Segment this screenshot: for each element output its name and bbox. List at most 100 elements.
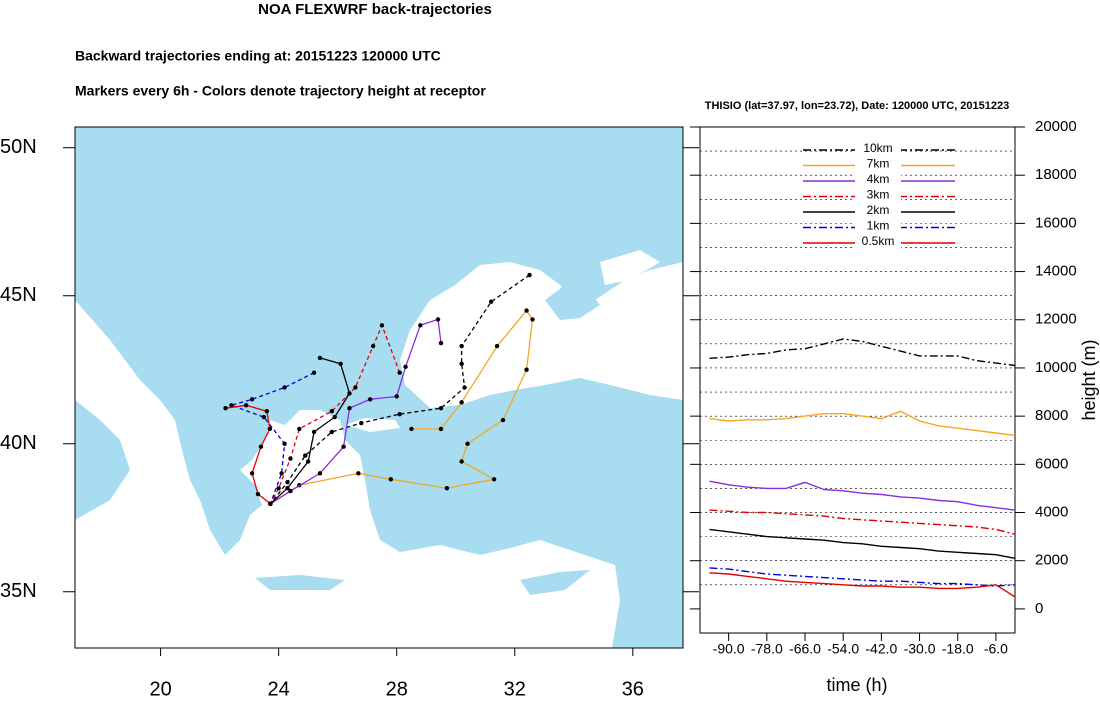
trajectory: [270, 309, 534, 505]
trajectory-marker: [341, 444, 346, 449]
height-line: [709, 480, 1015, 511]
y-axis-title: height (m): [1079, 339, 1099, 420]
trajectory-marker: [488, 299, 494, 304]
x-tick-label: -90.0: [713, 641, 745, 657]
trajectory: [229, 372, 315, 505]
trajectory-marker: [444, 485, 450, 491]
trajectory: [225, 404, 271, 505]
y-tick-label: 14000: [1035, 263, 1077, 280]
trajectory-marker: [397, 370, 402, 375]
trajectory-marker: [459, 459, 464, 464]
y-tick-label: 20000: [1035, 118, 1077, 135]
legend-label-bg: [855, 143, 901, 156]
legend-label-bg: [855, 236, 901, 249]
subtitle: Markers every 6h - Colors denote traject…: [75, 83, 486, 99]
trajectory-marker: [370, 343, 376, 349]
trajectory-marker: [491, 477, 497, 482]
trajectory-marker: [438, 426, 444, 432]
legend-label-bg: [855, 205, 901, 218]
map-background: [75, 127, 683, 648]
trajectory: [269, 274, 530, 505]
height-line: [709, 410, 1015, 437]
trajectory-marker: [530, 317, 535, 322]
trajectory-marker: [409, 426, 414, 432]
trajectory-marker: [500, 417, 506, 423]
legend-label: 3km: [867, 188, 890, 202]
x-tick-label: -66.0: [789, 641, 821, 657]
legend-label-bg: [855, 174, 901, 187]
trajectory-marker: [303, 453, 308, 458]
trajectory-marker: [288, 456, 293, 461]
subtitle: Backward trajectories ending at: 2015122…: [75, 48, 441, 64]
trajectory-marker: [524, 308, 529, 313]
title: NOA FLEXWRF back-trajectories: [258, 1, 492, 18]
x-tick-label: 20: [149, 678, 171, 700]
height-line: [709, 572, 1015, 598]
trajectory-marker: [359, 420, 364, 426]
trajectory-marker: [282, 441, 287, 446]
legend-label: 2km: [867, 203, 890, 217]
trajectory-marker: [223, 406, 228, 411]
y-tick-label: 18000: [1035, 166, 1077, 183]
legend-label: 4km: [867, 172, 890, 186]
trajectory: [269, 357, 351, 505]
x-tick-label: -30.0: [904, 641, 936, 657]
legend-label-bg: [855, 220, 901, 234]
y-tick-label: 16000: [1035, 214, 1077, 231]
legend-label: 0.5km: [862, 234, 895, 248]
trajectory: [269, 323, 401, 505]
x-tick-label: 32: [504, 678, 526, 700]
x-tick-label: 24: [268, 678, 290, 700]
x-tick-label: -6.0: [984, 641, 1008, 657]
trajectory-marker: [255, 491, 261, 497]
trajectory-marker: [438, 406, 444, 411]
height-line: [709, 567, 1015, 587]
trajectory-marker: [258, 444, 264, 449]
lines: [709, 338, 1015, 598]
trajectory-marker: [285, 485, 290, 491]
trajectory-marker: [282, 385, 287, 390]
trajectory-marker: [356, 471, 361, 476]
x-tick-label: -18.0: [942, 641, 974, 657]
x-axis-title: time (h): [826, 675, 887, 695]
trajectory-marker: [465, 441, 470, 446]
trajectory-marker: [285, 480, 290, 485]
trajectory-marker: [388, 477, 394, 482]
legend-label: 1km: [867, 219, 890, 233]
y-tick-label: 0: [1035, 600, 1043, 617]
y-tick-label: 4000: [1035, 503, 1068, 520]
y-tick-label: 35N: [0, 580, 37, 602]
trajectory-marker: [267, 426, 272, 432]
trajectory-marker: [459, 361, 464, 367]
trajectory-marker: [462, 385, 467, 390]
trajectory-marker: [264, 408, 270, 414]
legend-label: 7km: [867, 157, 890, 171]
y-tick-label: 8000: [1035, 407, 1068, 424]
y-tick-label: 6000: [1035, 455, 1068, 472]
trajectory-marker: [268, 501, 273, 507]
trajectory-marker: [249, 397, 255, 402]
height-line: [709, 338, 1015, 367]
trajectory-marker: [379, 323, 385, 328]
trajectory-marker: [297, 426, 302, 432]
y-tick-label: 45N: [0, 284, 37, 306]
trajectory-marker: [329, 429, 334, 435]
trajectory-marker: [459, 400, 464, 405]
y-tick-label: 12000: [1035, 311, 1077, 328]
trajectory-marker: [229, 403, 234, 408]
trajectory-marker: [347, 406, 352, 411]
trajectory-marker: [394, 394, 399, 399]
trajectory-marker: [279, 471, 284, 476]
height-line: [709, 528, 1015, 559]
line-title: THISIO (lat=37.97, lon=23.72), Date: 120…: [705, 100, 1010, 112]
legend-label: 10km: [863, 141, 892, 155]
trajectory-marker: [249, 471, 255, 476]
legend-label-bg: [855, 158, 901, 172]
trajectory-marker: [397, 411, 402, 417]
map-frame: [74, 126, 684, 649]
trajectory-marker: [418, 323, 423, 328]
trajectory-marker: [332, 414, 337, 420]
trajectory-marker: [338, 361, 343, 367]
x-tick-label: -54.0: [827, 641, 859, 657]
